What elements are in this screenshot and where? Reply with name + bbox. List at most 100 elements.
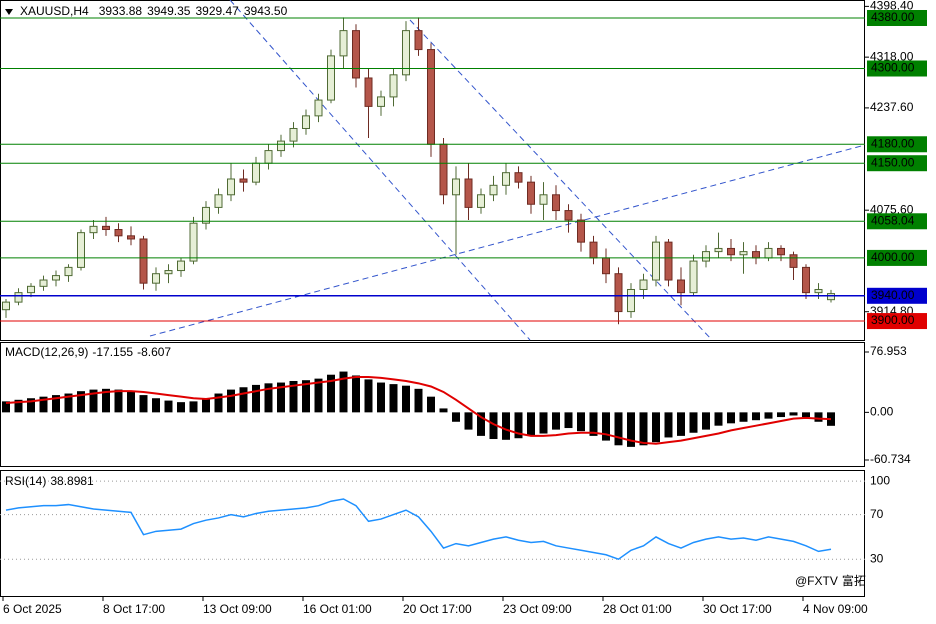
macd-bar [252,384,260,413]
x-tick-label: 6 Oct 2025 [3,602,62,616]
candle-body [302,115,310,129]
macd-bar [14,399,23,413]
watermark: @FXTV 富拓 [795,573,866,588]
macd-bar [652,412,660,443]
macd-bar [702,412,710,430]
macd-bar [514,412,523,439]
candle-body [627,288,635,313]
candle-body [614,273,623,313]
candle-body [564,210,573,221]
candle-body [602,257,610,275]
candle-body [364,77,373,107]
candle-body [464,178,473,208]
macd-bar [189,401,198,413]
macd-bar [152,398,160,413]
x-tick-label: 23 Oct 09:00 [503,602,572,616]
macd-bar [489,412,498,440]
price-level-tag [867,136,927,153]
candle-body [527,181,535,205]
candle-body [214,194,223,208]
y-tick-label: 70 [870,507,884,521]
macd-bar [439,408,448,413]
macd-bar [789,412,798,416]
header-arrow [5,9,13,15]
macd-bar [477,412,485,436]
candle-body [114,229,123,237]
candle-body [402,30,410,76]
candle-body [652,241,660,281]
macd-bar [202,398,210,413]
macd-title: MACD(12,26,9) -17.155 -8.607 [5,345,171,359]
macd-bar [277,382,285,413]
candle-body [2,301,10,311]
macd-bar [727,412,735,424]
candle-body [639,279,648,290]
macd-bar [539,412,548,434]
price-level-label: 4058.04 [871,213,915,227]
y-tick-label: 76.953 [870,344,907,358]
macd-bar [89,389,98,413]
macd-bar [64,393,73,413]
macd-bar [689,412,698,433]
candle-body [202,206,210,224]
price-level-label: 4180.00 [871,136,915,150]
candle-body [664,241,673,281]
macd-value: -17.155 [92,345,133,359]
macd-bar [464,412,473,430]
price-level-label: 4150.00 [871,155,915,169]
candle-body [827,293,835,301]
macd-bar [164,400,173,413]
trend-lines [149,0,866,341]
macd-bar [814,412,823,422]
macd-bar [139,395,148,413]
price-level-label: 4300.00 [871,61,915,75]
price-level-tag [867,213,927,230]
macd-bar [739,412,748,422]
candle-body [39,279,48,287]
macd-bar [714,412,723,426]
candle-body [289,127,298,142]
macd-bar [289,380,298,413]
macd-bar [77,391,85,413]
candle-body [252,162,260,183]
candle-body [789,254,798,268]
x-tick-label: 28 Oct 01:00 [603,602,672,616]
macd-bar [677,412,685,436]
x-tick-label: 20 Oct 17:00 [403,602,472,616]
price-level-tag [867,60,927,77]
macd-bar [239,387,248,413]
macd-bar [227,389,235,413]
rsi-line [5,498,832,561]
candle-body [89,225,98,234]
macd-bar [2,401,10,413]
ohlc-label: 3949.35 [147,4,191,18]
candle-body [764,247,773,259]
candle-body [677,279,685,294]
candle-body [14,292,23,303]
macd-bar [427,396,435,413]
candle-body [439,143,448,196]
macd-bar [39,396,48,413]
rsi-panel [0,470,865,597]
x-tick-label: 8 Oct 17:00 [103,602,165,616]
macd-bar [802,412,810,418]
trend-line [149,144,866,337]
candle-body [77,232,85,268]
macd-bar [627,412,635,447]
candle-body [64,266,73,277]
signal-value: -8.607 [137,345,171,359]
candle-body [227,178,235,196]
macd-bar [177,402,185,413]
candle-body [714,247,723,253]
signal-line [5,376,832,445]
candle-body [427,49,435,145]
macd-bar [127,391,135,413]
price-level-label: 4380.00 [871,10,915,24]
y-tick-label: 0.00 [870,405,894,419]
y-tick-label: 4398.40 [870,0,914,13]
macd-bar [764,412,773,419]
candle-body [139,238,148,284]
macd-bar [639,412,648,446]
